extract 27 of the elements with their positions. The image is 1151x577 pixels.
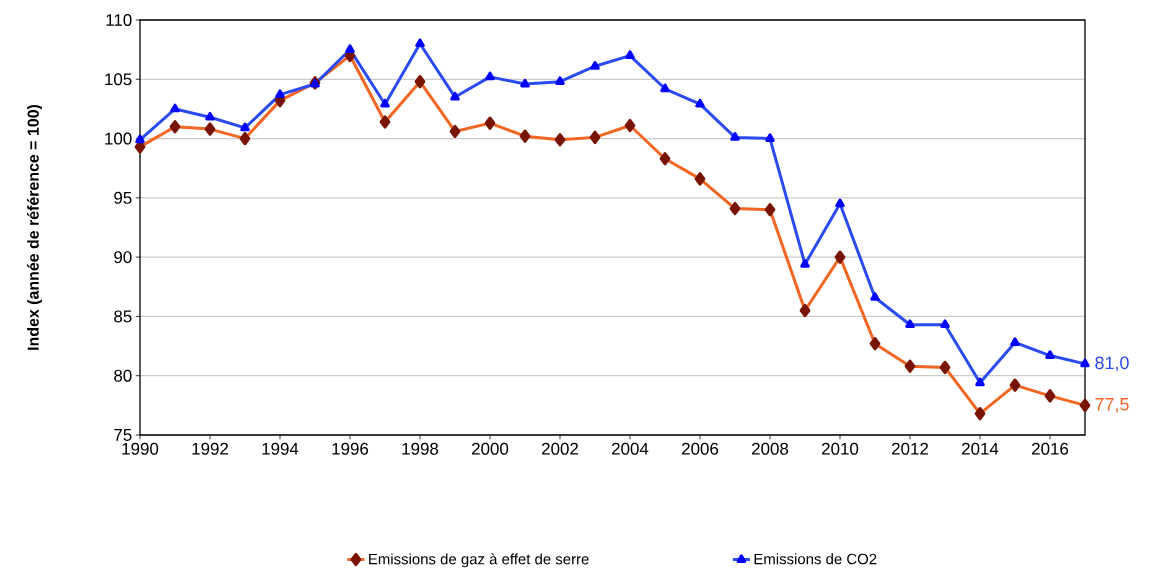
y-tick-label: 80 bbox=[114, 369, 132, 382]
legend-label: Emissions de CO2 bbox=[754, 553, 877, 565]
annotation: 81,0 bbox=[1095, 356, 1129, 372]
y-tick-label: 85 bbox=[114, 310, 132, 323]
x-tick-label: 2012 bbox=[892, 442, 928, 455]
x-tick-label: 2010 bbox=[822, 442, 859, 455]
x-tick-label: 2006 bbox=[682, 442, 719, 455]
x-tick-label: 1996 bbox=[332, 442, 369, 455]
y-tick-label: 100 bbox=[105, 132, 132, 145]
annotation: 77,5 bbox=[1095, 398, 1129, 413]
y-tick-label: 110 bbox=[106, 14, 132, 26]
x-tick-label: 2008 bbox=[752, 442, 789, 455]
x-tick-label: 1990 bbox=[122, 442, 159, 455]
legend-label: Emissions de gaz à effet de serre bbox=[369, 553, 589, 568]
x-tick-label: 1998 bbox=[402, 442, 439, 455]
x-tick-label: 2002 bbox=[542, 442, 578, 455]
x-tick-label: 1992 bbox=[192, 442, 228, 455]
y-tick-label: 95 bbox=[114, 191, 132, 204]
y-axis-title: Index (année de référence = 100) bbox=[26, 104, 42, 350]
y-tick-label: 105 bbox=[105, 73, 132, 86]
y-tick-label: 75 bbox=[114, 429, 132, 441]
x-tick-label: 1994 bbox=[262, 442, 299, 455]
y-tick-label: 90 bbox=[114, 251, 132, 264]
x-tick-label: 2000 bbox=[472, 442, 509, 455]
x-tick-label: 2014 bbox=[962, 442, 999, 455]
x-tick-label: 2004 bbox=[612, 442, 649, 455]
x-tick-label: 2016 bbox=[1032, 442, 1069, 455]
